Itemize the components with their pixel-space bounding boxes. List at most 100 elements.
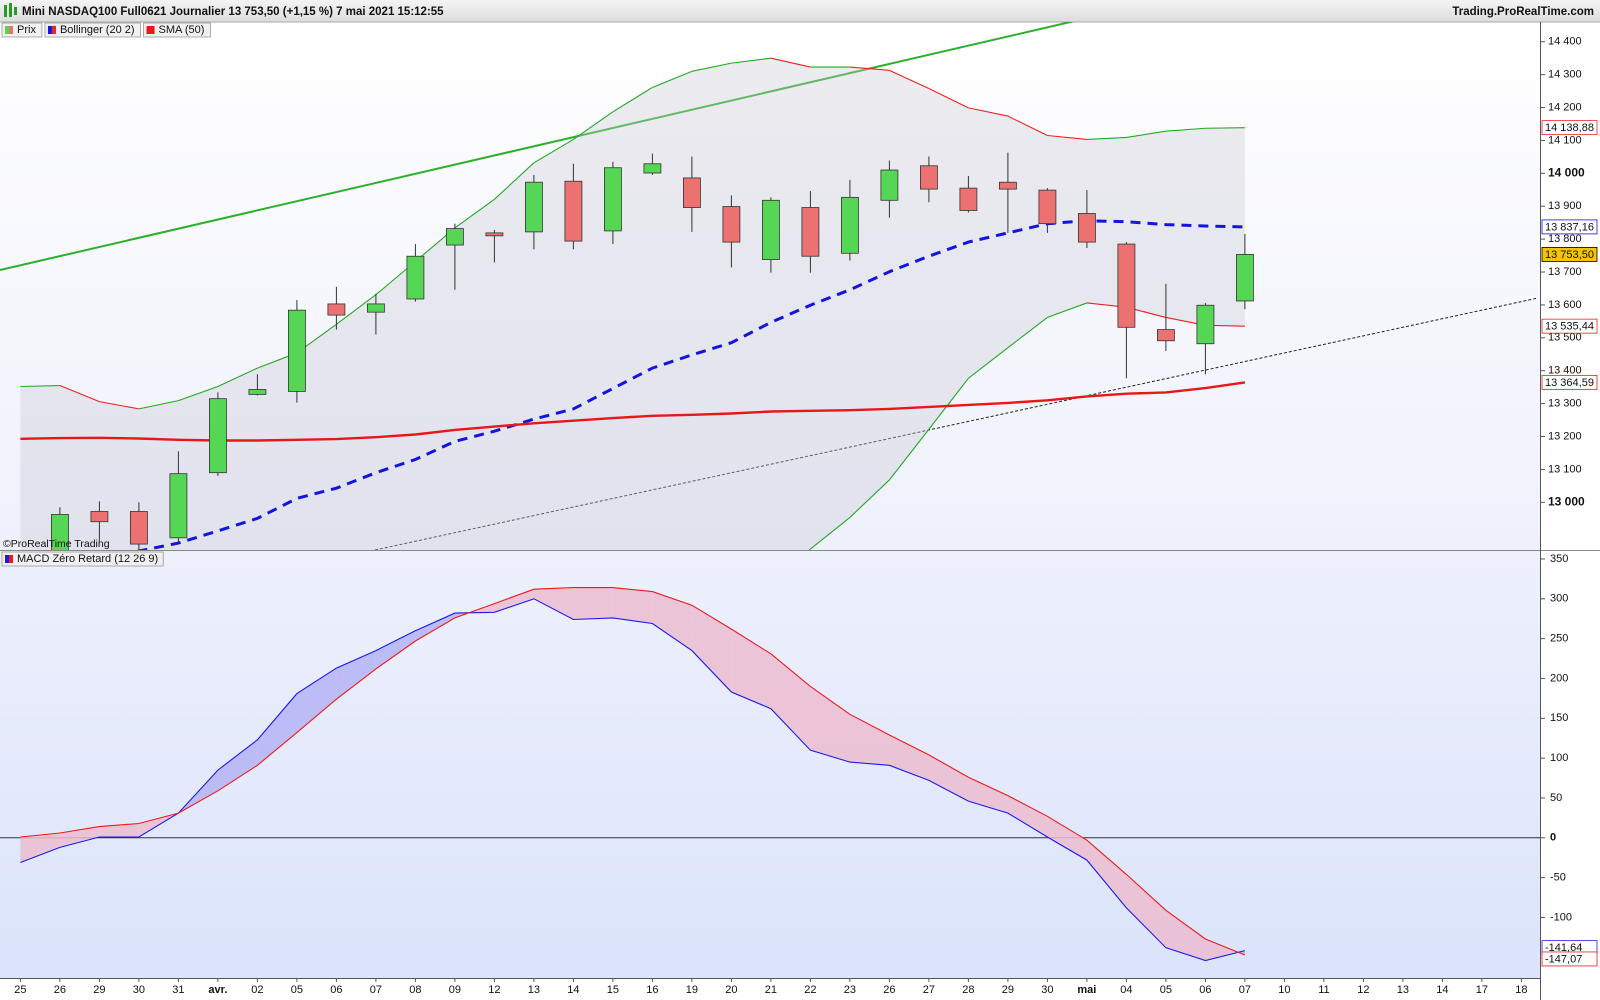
x-tick-label: 21: [765, 984, 777, 996]
macd-fill: [217, 739, 258, 791]
bollinger-upper: [99, 401, 139, 410]
x-tick-label: 27: [923, 984, 935, 996]
macd-fill: [968, 777, 1008, 814]
y-tick-label: 13 700: [1548, 266, 1582, 278]
x-tick-label: 22: [804, 984, 816, 996]
last-value-label: -141,64: [1545, 942, 1582, 954]
x-tick-label: 31: [172, 984, 184, 996]
candle-body: [1236, 254, 1254, 302]
macd-fill: [810, 686, 850, 763]
bollinger-upper: [731, 57, 771, 64]
legend-label: Prix: [17, 24, 36, 36]
y-tick-label: 13 000: [1548, 494, 1585, 508]
x-tick-label: 29: [1002, 984, 1014, 996]
y-tick-label: 13 800: [1548, 233, 1582, 245]
last-value-box: [1541, 120, 1598, 136]
last-value-label: 13 364,59: [1545, 377, 1594, 389]
x-tick-label: 25: [14, 984, 26, 996]
x-tick-label: 07: [1239, 984, 1251, 996]
bollinger-upper: [573, 111, 614, 140]
x-tick-label: 29: [93, 984, 105, 996]
x-tick-label: 28: [962, 984, 974, 996]
candle-body: [841, 196, 859, 254]
candle-body: [248, 389, 267, 395]
bollinger-upper: [1126, 130, 1166, 139]
macd-fill: [849, 714, 890, 766]
macd-fill: [1047, 816, 1087, 861]
x-tick-label: 13: [1397, 984, 1409, 996]
macd-fill: [770, 653, 811, 751]
candle-body: [287, 309, 306, 392]
candle-body: [1196, 304, 1215, 345]
last-value-box: [1541, 247, 1598, 262]
last-value-box: [1541, 374, 1598, 390]
macd-fill: [1165, 910, 1206, 961]
candle-body: [643, 163, 662, 174]
bollinger-upper: [454, 198, 495, 229]
candle-body: [683, 177, 701, 208]
source: Trading.ProRealTime.com: [1452, 6, 1594, 18]
last-value-label: -147,07: [1545, 953, 1582, 965]
legend-swatch: [9, 26, 13, 34]
legend-label: Bollinger (20 2): [60, 24, 135, 36]
legend-box: [1, 551, 164, 567]
y-tick-label: 13 300: [1548, 398, 1582, 410]
bollinger-lower: [1047, 302, 1088, 318]
bollinger-lower: [968, 347, 1009, 379]
bollinger-upper: [691, 62, 732, 72]
macd-fill: [573, 587, 613, 620]
candle-body: [90, 511, 109, 523]
bollinger-upper: [217, 367, 258, 387]
app-icon: [9, 3, 12, 17]
y-tick-label: 14 000: [1548, 165, 1585, 179]
macd-fill: [612, 587, 653, 624]
bollinger-upper: [849, 66, 890, 71]
candle-body: [920, 165, 938, 190]
candle-body: [1078, 213, 1096, 243]
macd-fill: [1086, 840, 1127, 908]
y-tick-label: 13 200: [1548, 430, 1582, 442]
candle-body: [1117, 243, 1136, 328]
macd-line: [20, 587, 1246, 956]
candle-body: [1038, 189, 1057, 225]
y-tick-label: 13 600: [1548, 299, 1582, 311]
y-tick-label: 14 200: [1548, 101, 1582, 113]
last-value-label: 13 535,44: [1545, 321, 1594, 333]
candle-body: [485, 232, 504, 237]
macd-fill: [296, 668, 337, 733]
bollinger-upper: [138, 400, 179, 410]
macd-fill: [731, 629, 771, 709]
x-tick-label: 10: [1278, 984, 1290, 996]
legend-box: [143, 22, 211, 38]
candle-body: [1157, 329, 1175, 342]
x-tick-label: 13: [528, 984, 540, 996]
candle-body: [445, 228, 464, 246]
legend-label: SMA (50): [159, 24, 205, 36]
macd-fill: [652, 591, 692, 651]
candle-body: [327, 303, 346, 316]
bollinger-upper: [1165, 127, 1206, 132]
bollinger-upper: [1205, 127, 1245, 129]
x-tick-label: 14: [567, 984, 579, 996]
price-plot: [0, 22, 1539, 550]
x-tick-label: 20: [725, 984, 737, 996]
x-tick-label: 04: [1120, 984, 1132, 996]
y-tick-label: 13 900: [1548, 200, 1582, 212]
last-value-box: [1541, 219, 1598, 235]
legend-swatch: [150, 26, 155, 34]
bollinger-upper: [533, 138, 574, 164]
chart-title: Mini NASDAQ100 Full0621 Journalier 13 75…: [22, 6, 444, 18]
legend-swatch: [5, 555, 9, 563]
x-tick-label: 17: [1476, 984, 1488, 996]
macd-fill: [1205, 938, 1239, 961]
watermark: ©ProRealTime Trading: [3, 538, 110, 550]
y-tick-label: 100: [1550, 752, 1568, 764]
macd-fill: [415, 613, 455, 642]
last-value-label: 13 837,16: [1545, 221, 1594, 233]
x-tick-label: 15: [607, 984, 619, 996]
x-tick-label: 06: [330, 984, 342, 996]
candle-body: [604, 167, 622, 232]
x-tick-label: 09: [449, 984, 461, 996]
y-tick-label: 0: [1550, 832, 1556, 844]
last-value-box: [1541, 318, 1598, 334]
